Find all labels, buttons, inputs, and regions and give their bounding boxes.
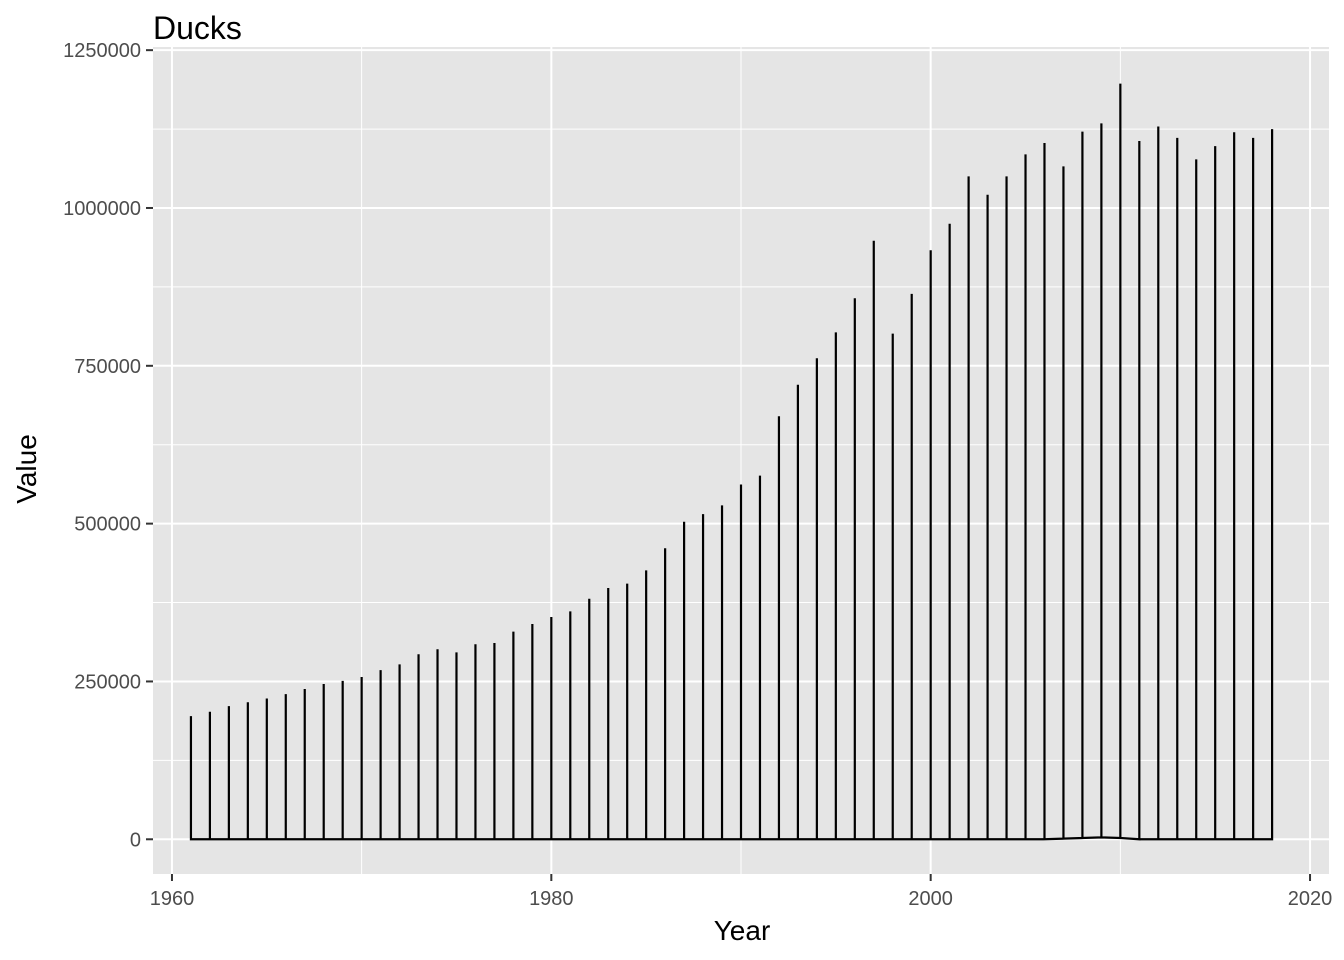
- series-line: [189, 83, 1274, 841]
- x-tick-label: 1980: [529, 888, 574, 910]
- x-axis: 1960 1980 2000 2020: [150, 874, 1333, 910]
- y-tick-label: 750000: [74, 356, 141, 378]
- x-tick-label: 1960: [150, 888, 195, 910]
- y-tick-label: 1000000: [63, 198, 141, 220]
- y-axis-title: Value: [11, 434, 42, 504]
- x-axis-title: Year: [714, 915, 771, 946]
- chart-title: Ducks: [153, 10, 242, 46]
- y-tick-label: 0: [130, 829, 141, 851]
- x-tick-label: 2020: [1288, 888, 1333, 910]
- y-tick-label: 1250000: [63, 40, 141, 62]
- y-tick-label: 500000: [74, 514, 141, 536]
- x-tick-label: 2000: [908, 888, 953, 910]
- y-axis: 0 250000 500000 750000 1000000 1250000: [63, 40, 153, 851]
- y-tick-label: 250000: [74, 671, 141, 693]
